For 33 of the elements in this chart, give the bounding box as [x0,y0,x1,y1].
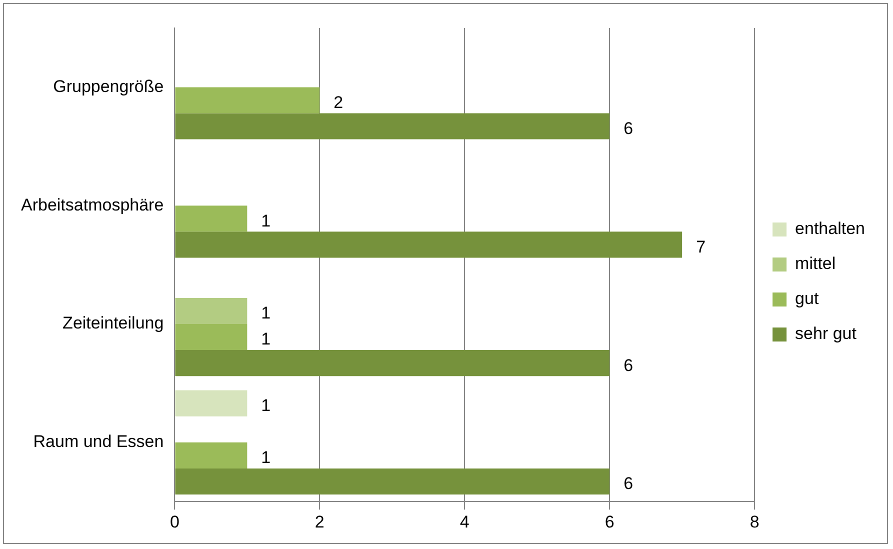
data-label: 2 [334,92,344,112]
bar [175,232,682,258]
data-label: 1 [261,211,271,230]
data-label: 1 [261,448,271,468]
data-label: 1 [261,304,271,323]
data-label: 1 [261,396,271,416]
bar [175,468,610,494]
bar [175,113,610,140]
x-tick-label: 0 [170,512,180,532]
legend-label: enthalten [795,219,865,238]
bar [175,206,248,232]
x-tick-label: 2 [314,512,324,532]
bar [175,442,248,468]
data-label: 7 [696,237,706,256]
x-tick-label: 8 [750,512,760,532]
x-tick-label: 6 [604,512,614,532]
bar [175,324,248,350]
y-tick-label: Arbeitsatmosphäre [20,195,164,214]
bar [175,87,320,114]
x-tick-label: 4 [460,512,470,532]
data-label: 1 [261,330,271,349]
legend-label: sehr gut [795,324,857,344]
y-tick-label: Raum und Essen [33,432,164,452]
data-label: 6 [624,356,634,375]
y-tick-label: Zeiteinteilung [62,314,164,333]
legend-label: gut [795,289,819,308]
bar [175,350,610,376]
data-label: 6 [624,474,634,494]
y-tick-label: Gruppengröße [53,76,164,96]
data-label: 6 [624,118,634,138]
legend-label: mittel [795,254,836,274]
bar [175,390,248,416]
bar [175,298,248,324]
